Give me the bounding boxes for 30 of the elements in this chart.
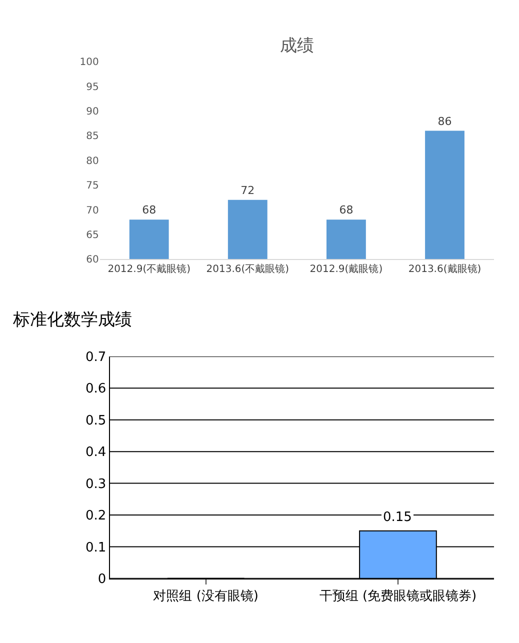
x-tick-label: 干预组 (免费眼镜或眼镜券) — [319, 589, 477, 604]
chart-title: 标准化数学成绩 — [12, 310, 132, 330]
data-label: 68 — [339, 204, 354, 217]
data-label: 86 — [438, 114, 452, 128]
y-tick-label: 65 — [86, 230, 99, 241]
x-tick-label: 2012.9(戴眼镜) — [310, 263, 383, 276]
chart-title: 成绩 — [280, 36, 314, 56]
y-tick-label: 0.1 — [86, 540, 106, 556]
x-tick-label: 对照组 (没有眼镜) — [153, 589, 258, 604]
y-tick-label: 85 — [86, 131, 99, 142]
data-label: 0.15 — [383, 510, 412, 525]
y-tick-label: 60 — [86, 254, 99, 266]
x-tick-label: 2013.6(不戴眼镜) — [206, 263, 290, 276]
y-tick-label: 0.5 — [86, 413, 106, 428]
data-label: 68 — [142, 204, 156, 217]
y-tick-label: 100 — [80, 57, 99, 68]
y-tick-label: 0.3 — [86, 476, 106, 492]
y-tick-label: 0.6 — [86, 382, 106, 397]
y-tick-label: 90 — [86, 106, 99, 118]
y-tick-label: 0.7 — [86, 350, 106, 366]
data-label: 72 — [240, 184, 255, 197]
y-tick-label: 70 — [86, 205, 99, 216]
y-tick-label: 0.2 — [86, 508, 106, 524]
y-tick-label: 0.4 — [86, 445, 106, 460]
y-tick-label: 95 — [86, 82, 99, 93]
x-tick-label: 2012.9(不戴眼镜) — [108, 263, 191, 276]
y-tick-label: 75 — [86, 180, 99, 192]
y-tick-label: 80 — [86, 156, 99, 167]
y-tick-label: 0 — [98, 572, 106, 587]
x-tick-label: 2013.6(戴眼镜) — [408, 263, 482, 276]
